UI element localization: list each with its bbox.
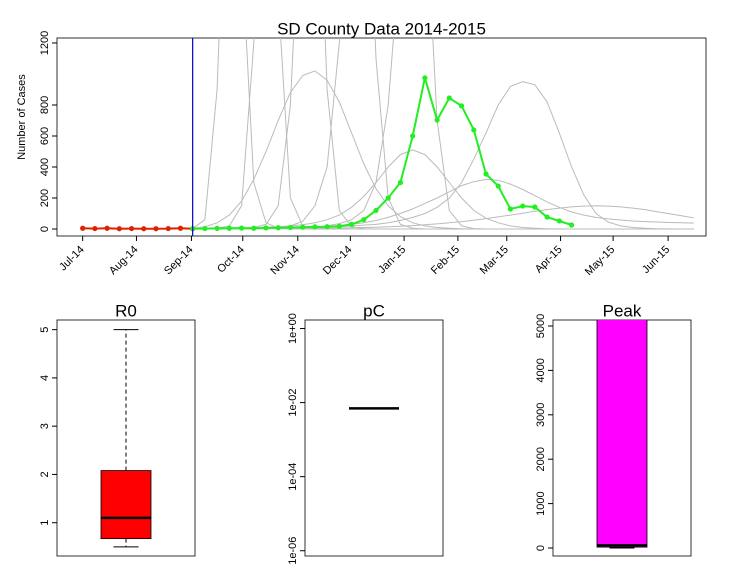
- y-tick-label: 5: [39, 327, 51, 333]
- y-tick-label: 1e-04: [287, 463, 299, 491]
- x-tick-label: Dec-14: [321, 244, 355, 278]
- box: [596, 320, 648, 548]
- y-tick-label: 800: [39, 96, 51, 114]
- x-tick-label: Apr-15: [533, 244, 565, 276]
- y-tick-label: 3: [39, 423, 51, 429]
- y-tick-label: 1: [39, 520, 51, 526]
- y-tick-label: 200: [39, 189, 51, 207]
- plot-area: [80, 38, 694, 232]
- data-point: [507, 206, 514, 212]
- y-tick-label: 1200: [39, 31, 51, 55]
- data-point: [116, 226, 122, 232]
- y-tick-label: 2: [39, 471, 51, 477]
- x-tick-label: Oct-14: [215, 244, 247, 276]
- data-point: [520, 203, 526, 209]
- box: [100, 470, 152, 540]
- data-point: [544, 214, 550, 220]
- y-tick-label: 400: [39, 158, 51, 176]
- y-tick-label: 3000: [535, 403, 547, 427]
- data-point: [385, 195, 391, 201]
- data-point: [275, 225, 281, 231]
- data-point: [238, 225, 245, 231]
- data-point: [324, 224, 330, 230]
- data-point: [202, 225, 208, 232]
- data-point: [397, 179, 404, 186]
- y-tick-label: 600: [39, 127, 51, 145]
- data-point: [251, 225, 257, 231]
- data-point: [532, 204, 538, 210]
- data-point: [483, 171, 489, 177]
- plot-frame: [56, 319, 196, 557]
- data-point: [446, 95, 452, 101]
- plot-frame: [56, 37, 707, 237]
- x-tick-label: May-15: [583, 244, 617, 278]
- x-tick-label: Jun-15: [640, 244, 672, 276]
- data-point: [336, 223, 342, 229]
- data-point: [153, 226, 159, 232]
- data-point: [312, 224, 318, 230]
- data-point: [214, 225, 220, 232]
- data-point: [104, 225, 110, 231]
- data-point: [177, 225, 184, 231]
- data-point: [422, 75, 428, 81]
- y-tick-label: 4000: [535, 358, 547, 382]
- series-line: [82, 227, 193, 230]
- box-plot: [100, 329, 152, 548]
- y-tick-label: 0: [535, 545, 547, 551]
- plot-frame: [304, 319, 444, 557]
- data-point: [556, 218, 562, 224]
- series-line: [192, 149, 694, 230]
- title: SD County Data 2014-2015: [277, 19, 486, 38]
- data-point: [263, 225, 269, 231]
- data-point: [471, 127, 477, 133]
- y-tick-label: 4: [39, 375, 51, 381]
- y-axis-label: Number of Cases: [16, 74, 28, 160]
- y-tick-label: 1e-06: [287, 537, 299, 565]
- title: pC: [363, 301, 385, 320]
- data-point: [568, 222, 575, 228]
- x-tick-label: Aug-14: [107, 244, 141, 278]
- data-point: [495, 183, 501, 189]
- data-point: [410, 133, 416, 139]
- y-tick-label: 0: [39, 226, 51, 232]
- y-tick-label: 1e-02: [287, 389, 299, 417]
- data-point: [80, 225, 86, 231]
- data-point: [92, 225, 98, 232]
- data-point: [141, 226, 147, 232]
- x-tick-label: Sep-14: [162, 244, 196, 278]
- y-tick-label: 5000: [535, 314, 547, 338]
- data-point: [128, 225, 135, 232]
- data-point: [348, 221, 355, 227]
- title: Peak: [603, 301, 642, 320]
- series-line: [192, 70, 694, 230]
- x-tick-label: Mar-15: [478, 244, 511, 277]
- data-point: [361, 217, 367, 223]
- x-tick-label: Nov-14: [268, 244, 302, 278]
- data-point: [373, 207, 379, 214]
- data-point: [226, 225, 232, 231]
- x-tick-label: Jan-15: [376, 244, 408, 276]
- y-tick-label: 1e+00: [287, 313, 299, 344]
- data-point: [287, 224, 294, 231]
- data-point: [434, 117, 440, 123]
- box-plot: [596, 320, 648, 549]
- x-tick-label: Jul-14: [57, 244, 87, 274]
- x-tick-label: Feb-15: [429, 244, 462, 277]
- data-point: [165, 225, 171, 232]
- y-tick-label: 1000: [535, 491, 547, 515]
- y-tick-label: 2000: [535, 447, 547, 471]
- data-point: [300, 224, 306, 230]
- title: R0: [115, 301, 137, 320]
- data-point: [458, 103, 465, 109]
